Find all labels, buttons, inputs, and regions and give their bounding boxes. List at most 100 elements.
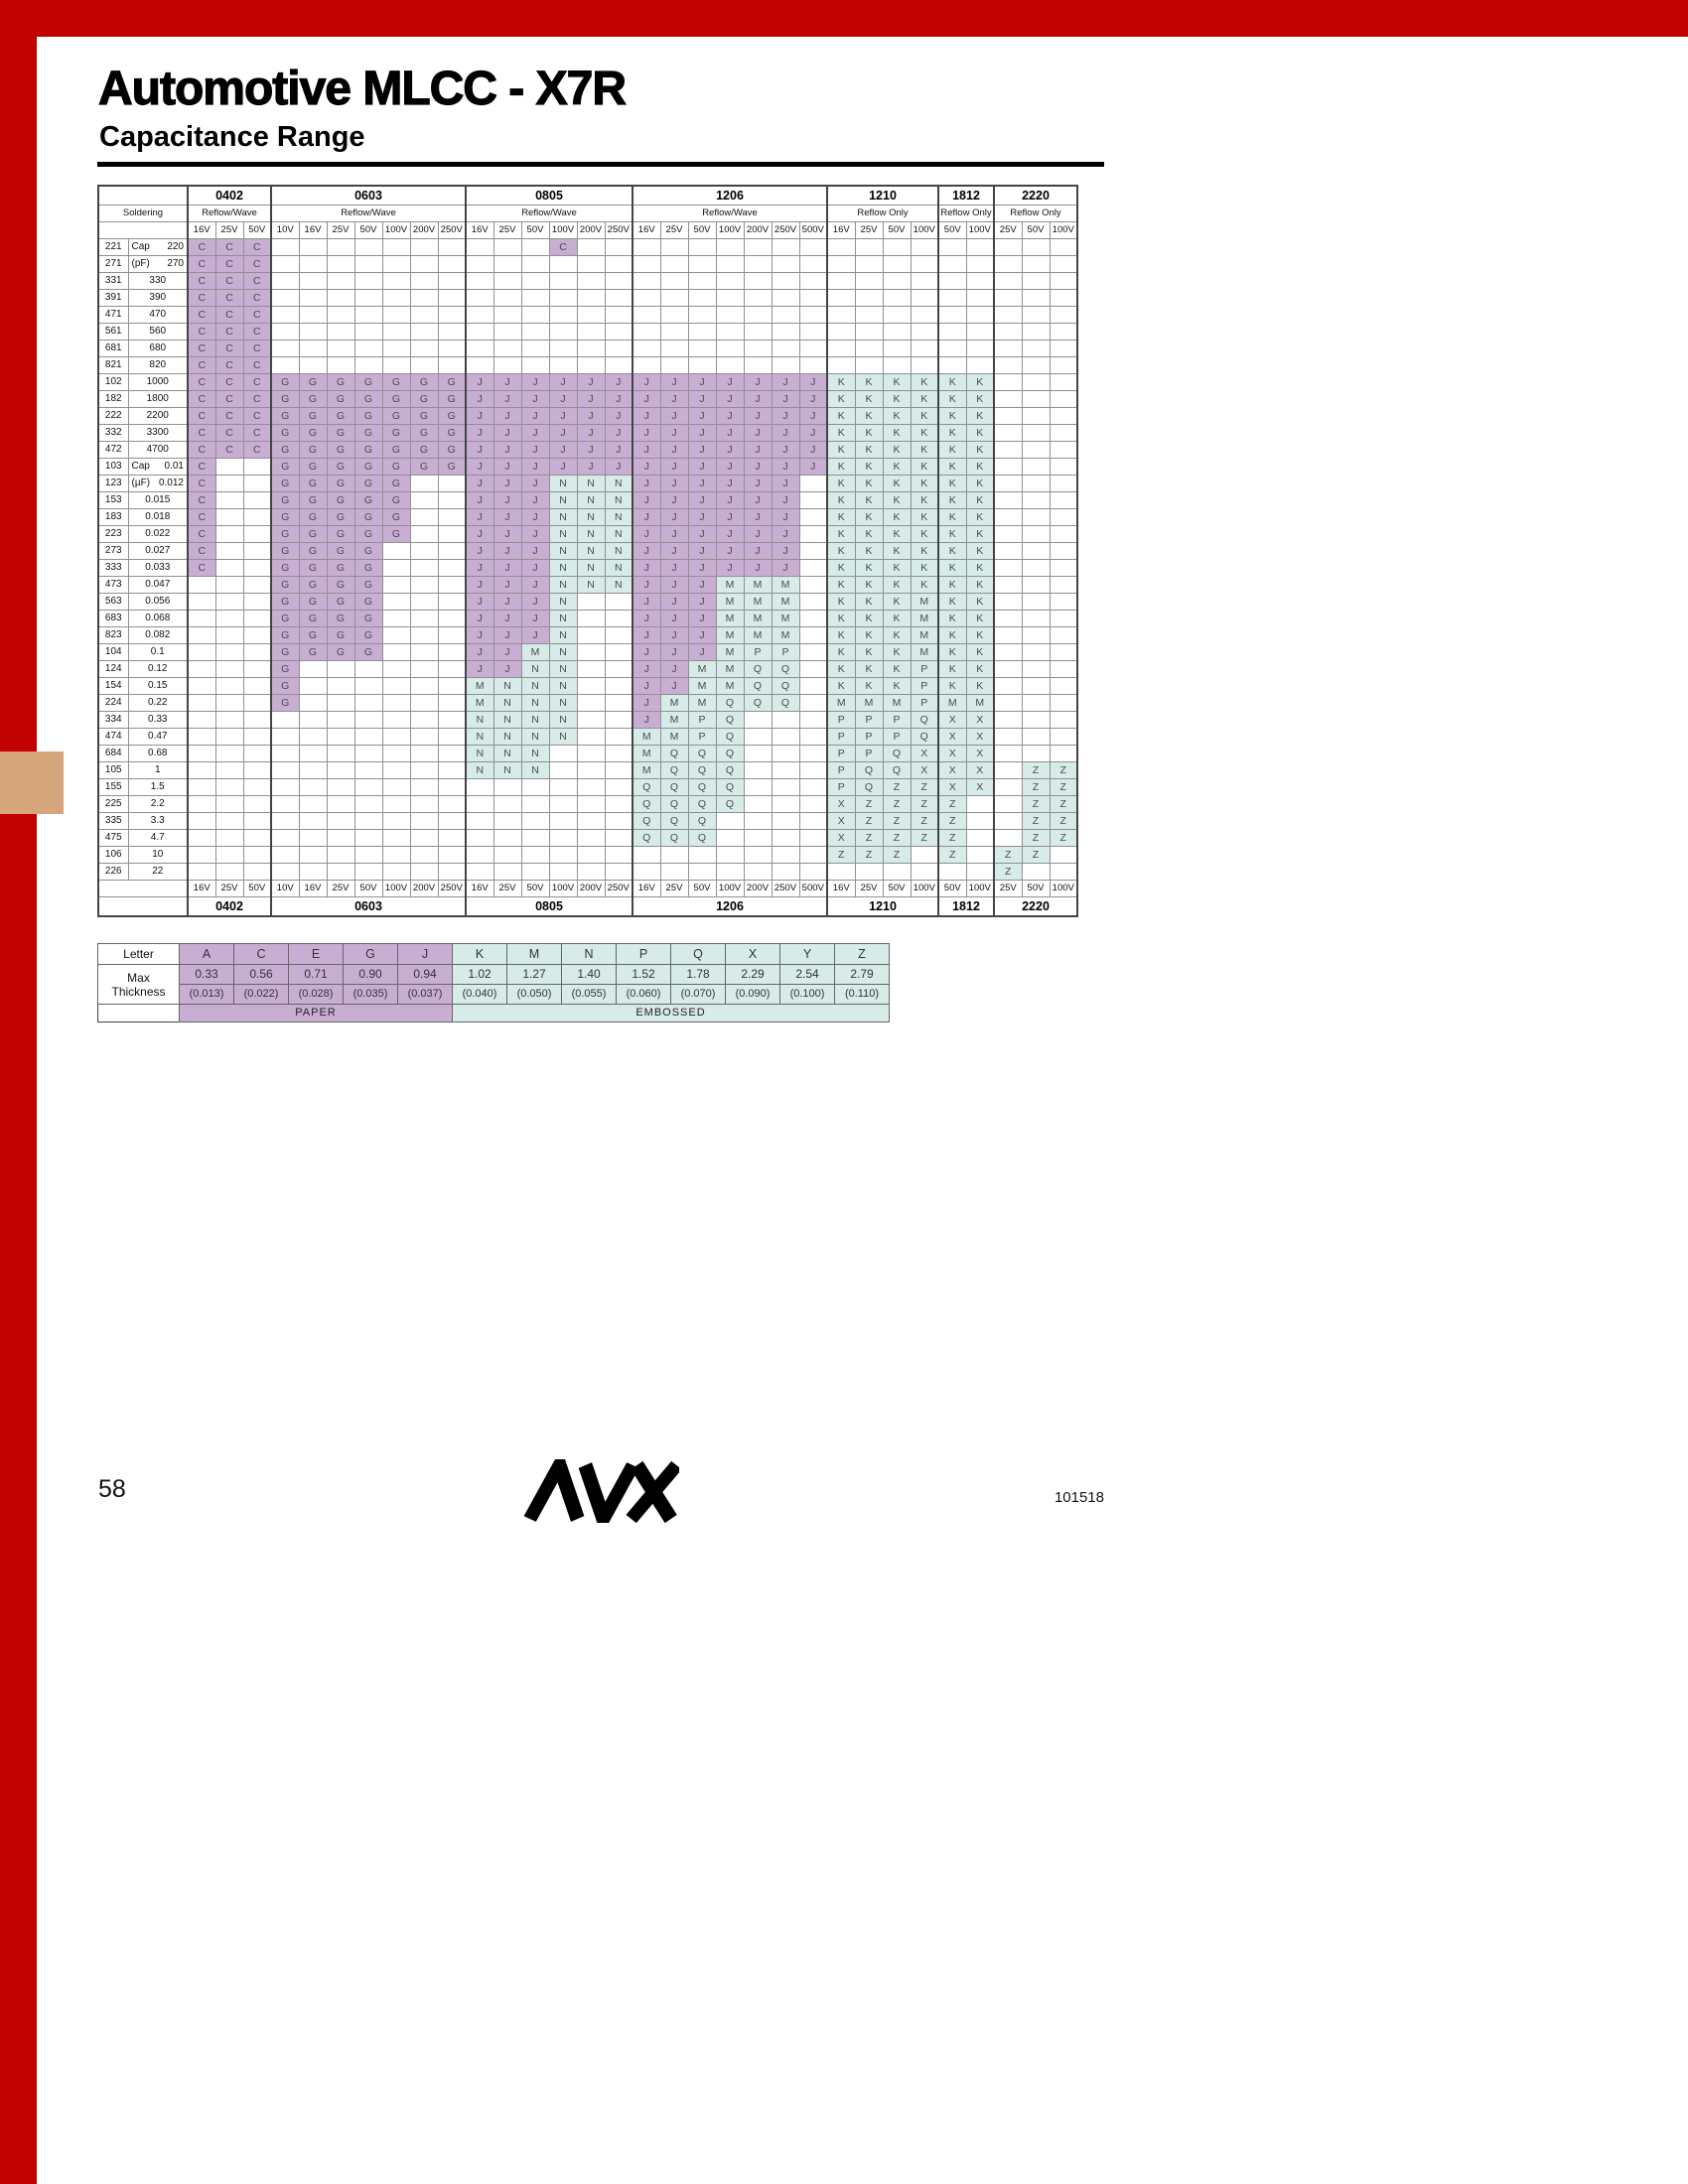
grid-cell: K	[965, 390, 995, 408]
grid-cell	[993, 424, 1023, 442]
case-size-header: 0603	[270, 185, 467, 205]
grid-cell	[1021, 272, 1051, 290]
grid-cell	[576, 761, 606, 779]
grid-cell	[1049, 306, 1078, 324]
grid-cell: Q	[659, 761, 689, 779]
grid-cell	[1021, 677, 1051, 695]
grid-cell: J	[715, 424, 745, 442]
grid-cell: K	[937, 677, 967, 695]
grid-cell: C	[187, 238, 216, 256]
grid-cell: Z	[882, 795, 912, 813]
grid-cell	[798, 778, 828, 796]
grid-cell: J	[743, 559, 773, 577]
grid-cell: Z	[1021, 829, 1051, 847]
grid-cell	[381, 795, 411, 813]
cap-code: 563	[97, 593, 129, 611]
grid-cell: G	[270, 525, 300, 543]
legend-letter: E	[288, 943, 344, 965]
grid-cell: J	[743, 491, 773, 509]
grid-cell: J	[492, 373, 522, 391]
grid-cell: J	[715, 407, 745, 425]
grid-cell: J	[632, 576, 661, 594]
cap-code: 823	[97, 626, 129, 644]
grid-cell: Q	[715, 795, 745, 813]
grid-cell	[437, 711, 467, 729]
grid-cell	[242, 610, 272, 627]
cap-row: 472 4700 C C C G G G G G G G J J J J J J J J J J J J J K K K K K K	[97, 441, 1078, 459]
grid-cell: Q	[659, 745, 689, 762]
grid-cell: Q	[687, 761, 717, 779]
grid-cell	[993, 255, 1023, 273]
grid-cell	[771, 238, 800, 256]
grid-cell: J	[520, 610, 550, 627]
grid-cell: Z	[882, 846, 912, 864]
voltage-header: 50V	[353, 221, 383, 239]
grid-cell	[854, 340, 884, 357]
grid-cell	[242, 458, 272, 476]
grid-cell	[798, 795, 828, 813]
grid-cell: K	[826, 407, 856, 425]
grid-cell	[659, 255, 689, 273]
grid-cell	[187, 643, 216, 661]
grid-cell: K	[854, 660, 884, 678]
grid-cell	[1049, 424, 1078, 442]
cap-value: 22	[127, 863, 189, 881]
grid-cell	[409, 846, 439, 864]
grid-cell: G	[326, 441, 355, 459]
capacitance-range-table: 0402 0603 0805 1206 1210 1812 2220 Soldering Ref…	[97, 185, 1078, 917]
grid-cell	[520, 778, 550, 796]
grid-cell: Q	[743, 677, 773, 695]
grid-cell	[520, 340, 550, 357]
cap-value: 3300	[127, 424, 189, 442]
grid-cell	[242, 475, 272, 492]
grid-cell	[687, 306, 717, 324]
grid-cell: J	[520, 475, 550, 492]
grid-cell: J	[687, 424, 717, 442]
grid-cell	[743, 711, 773, 729]
grid-cell: K	[882, 475, 912, 492]
voltage-header: 250V	[437, 880, 467, 897]
grid-cell	[1021, 745, 1051, 762]
grid-cell: J	[520, 491, 550, 509]
grid-cell: C	[187, 373, 216, 391]
grid-cell: G	[270, 626, 300, 644]
voltage-header: 50V	[520, 880, 550, 897]
voltage-header: 500V	[798, 221, 828, 239]
grid-cell: G	[270, 407, 300, 425]
grid-cell: M	[687, 660, 717, 678]
grid-cell: J	[520, 525, 550, 543]
grid-cell	[465, 255, 494, 273]
grid-cell	[437, 863, 467, 881]
grid-cell	[1021, 306, 1051, 324]
voltage-header: 50V	[1021, 880, 1051, 897]
grid-cell: X	[826, 795, 856, 813]
grid-cell: Q	[882, 745, 912, 762]
grid-cell: C	[214, 441, 244, 459]
grid-cell: G	[298, 508, 328, 526]
grid-cell	[576, 306, 606, 324]
grid-cell: M	[882, 694, 912, 712]
grid-cell	[937, 863, 967, 881]
grid-cell: J	[465, 643, 494, 661]
grid-cell: G	[353, 424, 383, 442]
grid-cell: C	[214, 407, 244, 425]
grid-cell: Q	[659, 778, 689, 796]
voltage-header: 100V	[1049, 880, 1078, 897]
grid-cell	[437, 610, 467, 627]
grid-cell: N	[548, 610, 578, 627]
voltage-header: 100V	[381, 221, 411, 239]
grid-cell: J	[771, 559, 800, 577]
case-size-header: 0402	[187, 185, 272, 205]
cap-code: 683	[97, 610, 129, 627]
case-size-header: 0805	[465, 185, 633, 205]
grid-cell: K	[965, 458, 995, 476]
grid-cell: Z	[854, 829, 884, 847]
grid-cell: X	[965, 761, 995, 779]
cap-row: 474 0.47 N N N N M M P Q P P P Q X X	[97, 728, 1078, 746]
grid-cell	[826, 323, 856, 341]
grid-cell: G	[298, 441, 328, 459]
grid-cell	[465, 795, 494, 813]
grid-cell: J	[492, 424, 522, 442]
grid-cell: J	[492, 593, 522, 611]
grid-cell	[993, 238, 1023, 256]
